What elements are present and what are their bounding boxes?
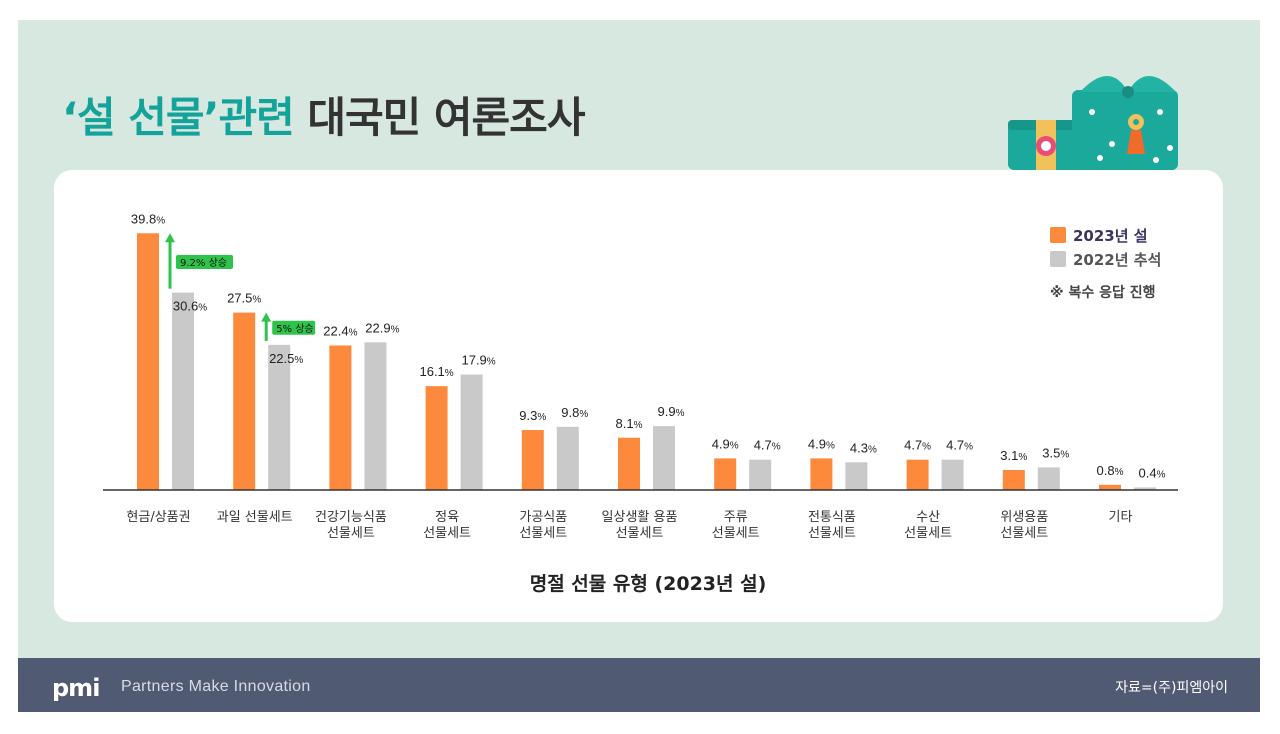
increase-arrow-head-1 [261, 312, 272, 322]
category-label-7-0: 전통식품 [808, 510, 856, 525]
category-label-10-0: 기타 [1109, 510, 1133, 525]
category-label-7-1: 선물세트 [808, 526, 856, 541]
increase-label-0: 9.2% 상승 [180, 257, 227, 269]
category-label-0-0: 현금/상품권 [126, 510, 190, 525]
bar-2022-0 [172, 292, 194, 490]
bar-2023-6 [714, 458, 737, 490]
legend-note: ※ 복수 응답 진행 [1050, 285, 1156, 301]
value-label-2022-8: 4.7% [946, 438, 973, 453]
value-label-2023-0: 39.8% [131, 211, 165, 226]
bar-2023-10 [1099, 484, 1121, 490]
bar-2023-0 [137, 233, 159, 491]
bar-2022-3 [460, 374, 483, 490]
gift-box-illustration [1008, 76, 1178, 170]
value-label-2022-9: 3.5% [1042, 445, 1069, 460]
page-title: ‘설 선물’관련 대국민 여론조사 [62, 84, 585, 145]
value-label-2023-2: 22.4% [323, 324, 357, 339]
legend-label-2022: 2022년 추석 [1073, 250, 1162, 269]
category-label-5-0: 일상생활 용품 [602, 510, 678, 525]
bar-2023-3 [425, 386, 448, 490]
bar-2023-2 [329, 345, 352, 490]
bar-2022-5 [653, 426, 675, 490]
value-label-2023-4: 9.3% [519, 408, 546, 423]
category-label-2-0: 건강기능식품 [315, 510, 387, 525]
bar-2022-2 [364, 342, 387, 490]
value-label-2023-9: 3.1% [1000, 448, 1027, 463]
bar-2022-4 [556, 426, 579, 490]
bar-2023-4 [521, 430, 544, 490]
category-label-9-1: 선물세트 [1000, 526, 1048, 541]
bar-2023-9 [1002, 470, 1025, 490]
company-tagline: Partners Make Innovation [121, 678, 311, 695]
footer-bar: pmi Partners Make Innovation 자료=(주)피엠아이 [18, 658, 1260, 712]
legend-item-2022: 2022년 추석 [1050, 248, 1161, 270]
category-label-1-0: 과일 선물세트 [217, 510, 293, 525]
value-label-2022-5: 9.9% [658, 404, 685, 419]
value-label-2022-2: 22.9% [365, 320, 399, 335]
category-label-2-1: 선물세트 [327, 526, 375, 541]
value-label-2023-8: 4.7% [904, 438, 931, 453]
category-label-8-1: 선물세트 [904, 526, 952, 541]
value-label-2022-1: 22.5% [269, 351, 303, 366]
bar-2022-8 [941, 459, 964, 490]
value-label-2023-3: 16.1% [419, 364, 453, 379]
bar-2023-8 [906, 459, 929, 490]
value-label-2022-6: 4.7% [754, 438, 781, 453]
value-label-2022-0: 30.6% [173, 299, 207, 314]
category-label-3-1: 선물세트 [423, 526, 471, 541]
value-label-2023-1: 27.5% [227, 291, 261, 306]
legend-item-2023: 2023년 설 [1050, 224, 1161, 246]
category-label-9-0: 위생용품 [1000, 510, 1048, 525]
increase-label-1: 5% 상승 [276, 323, 313, 335]
category-label-4-0: 가공식품 [519, 510, 567, 525]
bar-2022-1 [268, 344, 291, 490]
value-label-2022-10: 0.4% [1139, 465, 1166, 480]
bar-2023-5 [618, 437, 640, 490]
value-label-2023-6: 4.9% [712, 436, 739, 451]
bar-2023-7 [810, 458, 833, 490]
bar-2022-6 [749, 459, 772, 490]
value-label-2023-10: 0.8% [1097, 463, 1124, 478]
category-label-8-0: 수산 [916, 510, 940, 525]
category-label-5-1: 선물세트 [616, 526, 664, 541]
x-axis-title: 명절 선물 유형 (2023년 설) [530, 573, 767, 595]
increase-arrow-head-0 [165, 233, 175, 243]
bar-2023-1 [233, 312, 256, 490]
title-highlight: ‘설 선물’관련 [62, 93, 295, 142]
legend-label-2023: 2023년 설 [1073, 226, 1148, 245]
increase-label-bg-1 [272, 320, 316, 335]
title-main: 대국민 여론조사 [307, 93, 585, 142]
category-label-6-1: 선물세트 [712, 526, 760, 541]
value-label-2022-7: 4.3% [850, 440, 877, 455]
value-label-2022-3: 17.9% [461, 353, 495, 368]
legend-swatch-2022 [1050, 251, 1066, 267]
data-source: 자료=(주)피엠아이 [1115, 680, 1228, 696]
category-label-4-1: 선물세트 [519, 526, 567, 541]
value-label-2023-7: 4.9% [808, 436, 835, 451]
legend-swatch-2023 [1050, 227, 1066, 243]
value-label-2022-4: 9.8% [561, 405, 588, 420]
bar-2022-7 [845, 462, 868, 490]
value-label-2023-5: 8.1% [616, 416, 643, 431]
company-logo: pmi [52, 674, 100, 702]
category-label-3-0: 정육 [435, 510, 459, 525]
increase-label-bg-0 [176, 254, 233, 269]
bar-2022-9 [1037, 467, 1060, 490]
chart-legend: 2023년 설 2022년 추석 [1050, 224, 1161, 272]
bar-2022-10 [1134, 487, 1156, 490]
category-label-6-0: 주류 [724, 510, 748, 525]
